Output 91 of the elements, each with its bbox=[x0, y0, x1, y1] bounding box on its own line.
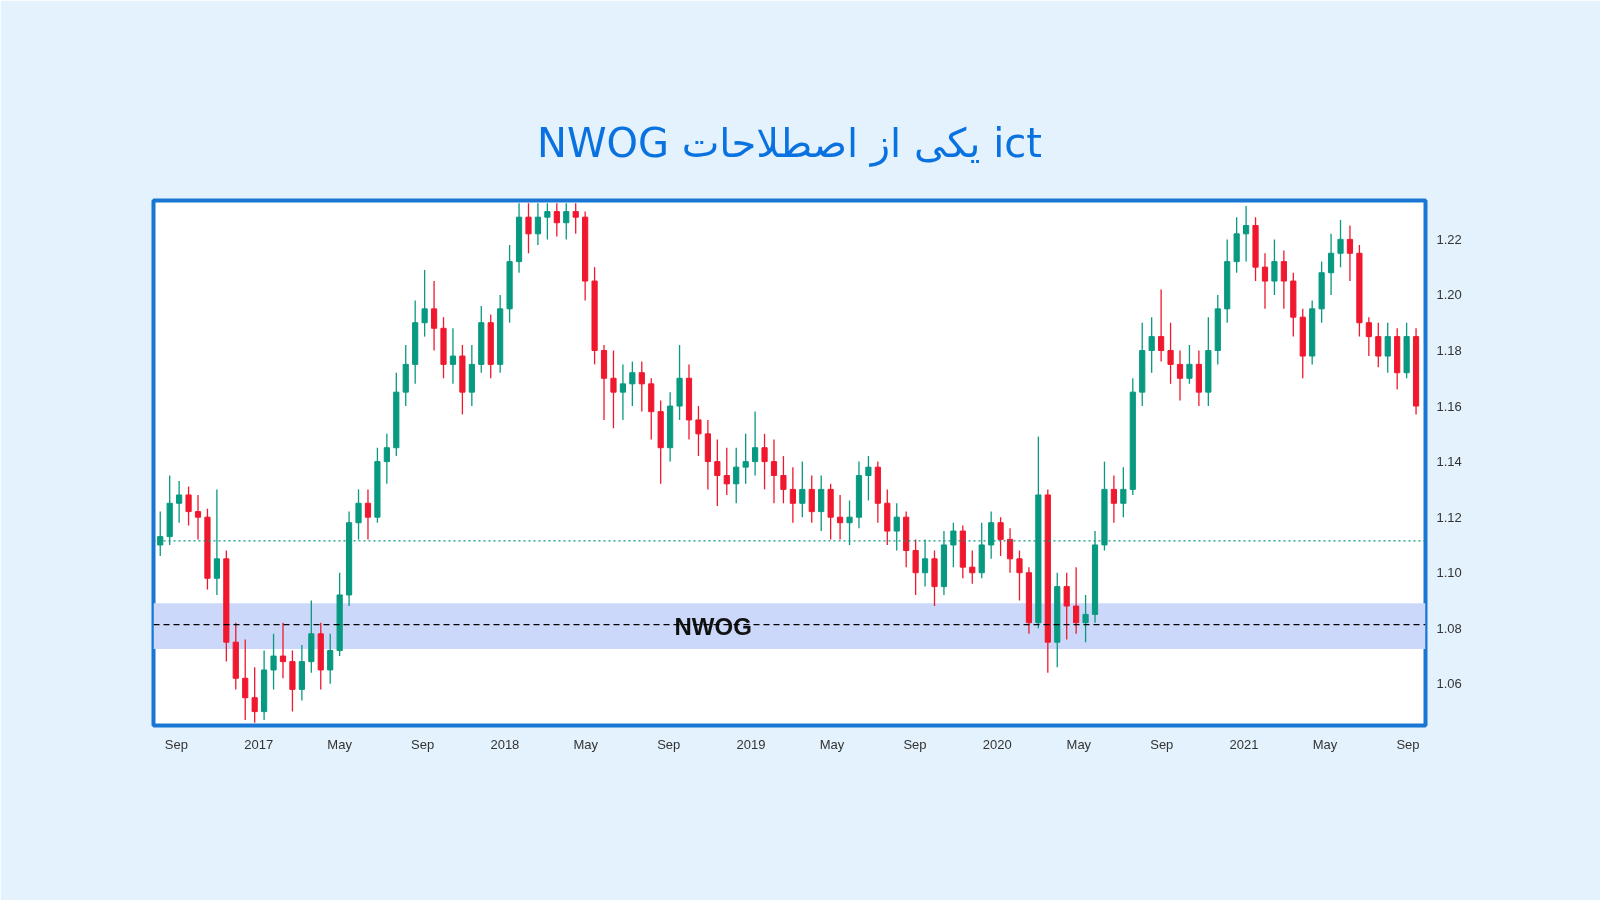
candlestick bbox=[1243, 205, 1250, 263]
candlestick bbox=[1365, 316, 1372, 357]
candlestick bbox=[534, 202, 542, 246]
x-tick-label: May bbox=[573, 736, 599, 752]
candlestick bbox=[912, 538, 919, 596]
candlestick bbox=[770, 438, 778, 504]
y-tick-label: 1.18 bbox=[1436, 343, 1462, 358]
y-tick-label: 1.14 bbox=[1436, 454, 1462, 470]
y-tick-label: 1.10 bbox=[1436, 565, 1462, 581]
candlestick bbox=[1280, 249, 1287, 310]
candlestick bbox=[563, 202, 570, 241]
candlestick bbox=[780, 455, 787, 504]
x-tick-label: Sep bbox=[1150, 736, 1174, 752]
candlestick bbox=[1271, 238, 1278, 296]
x-tick-label: 2019 bbox=[736, 736, 766, 752]
candlestick bbox=[714, 438, 721, 507]
x-tick-label: Sep bbox=[903, 736, 927, 752]
candlestick bbox=[1167, 322, 1174, 385]
x-tick-label: May bbox=[327, 736, 353, 752]
candlestick bbox=[836, 494, 844, 541]
candlestick bbox=[1016, 549, 1023, 602]
candlestick bbox=[430, 280, 438, 352]
y-tick-label: 1.08 bbox=[1436, 620, 1462, 636]
band-label: NWOG bbox=[674, 612, 752, 640]
candlestick bbox=[270, 633, 277, 691]
candlestick bbox=[1073, 566, 1080, 635]
candlestick bbox=[176, 480, 183, 524]
candlestick bbox=[799, 460, 806, 518]
candlestick bbox=[1063, 572, 1070, 641]
candlestick bbox=[1120, 466, 1127, 518]
candlestick bbox=[742, 433, 749, 485]
candlestick bbox=[865, 455, 872, 502]
candlestick bbox=[1176, 349, 1184, 402]
candlestick bbox=[383, 433, 390, 485]
candlestick bbox=[761, 433, 768, 491]
candlestick bbox=[638, 360, 645, 413]
candlestick bbox=[572, 202, 579, 235]
candlestick bbox=[1346, 224, 1354, 282]
candlestick bbox=[610, 349, 617, 429]
x-tick-label: Sep bbox=[164, 736, 189, 752]
candlestick bbox=[1082, 594, 1089, 643]
candlestick bbox=[525, 202, 532, 254]
candlestick bbox=[619, 363, 627, 421]
candlestick bbox=[1148, 316, 1155, 374]
candlestick bbox=[553, 202, 560, 238]
x-tick-label: May bbox=[819, 736, 845, 752]
candlestick bbox=[818, 474, 825, 532]
candlestick bbox=[242, 638, 249, 721]
candlestick bbox=[733, 447, 740, 504]
candlestick bbox=[695, 405, 702, 457]
candlestick bbox=[544, 202, 551, 241]
candlestick bbox=[629, 360, 636, 407]
candlestick bbox=[1006, 527, 1014, 574]
y-tick-label: 1.22 bbox=[1436, 231, 1462, 247]
candlestick bbox=[1158, 288, 1165, 363]
candlestick bbox=[1186, 344, 1193, 385]
y-tick-label: 1.12 bbox=[1436, 509, 1462, 525]
candlestick bbox=[1110, 474, 1117, 524]
y-tick-label: 1.06 bbox=[1436, 676, 1462, 692]
candlestick bbox=[969, 549, 976, 585]
candlestick bbox=[327, 633, 334, 685]
candlestick bbox=[723, 447, 730, 496]
x-tick-label: Sep bbox=[411, 736, 435, 752]
candlestick bbox=[251, 666, 258, 724]
chart-title: NWOG یکی از اصطلاحات ict bbox=[537, 119, 1042, 167]
candlestick bbox=[449, 327, 457, 385]
candlestick bbox=[194, 494, 202, 541]
x-tick-label: Sep bbox=[1396, 736, 1420, 752]
x-tick-label: May bbox=[1312, 736, 1338, 752]
candlestick bbox=[355, 488, 362, 541]
x-tick-label: 2020 bbox=[982, 736, 1012, 752]
candlestick bbox=[421, 269, 428, 338]
candlestick bbox=[997, 516, 1004, 557]
candlestick bbox=[1337, 219, 1344, 268]
candlestick bbox=[185, 485, 192, 527]
x-tick-label: May bbox=[1066, 736, 1092, 752]
candlestick bbox=[1375, 322, 1382, 368]
candlestick bbox=[808, 474, 815, 524]
candlestick bbox=[752, 410, 759, 477]
y-tick-label: 1.16 bbox=[1436, 398, 1462, 414]
candlestick bbox=[1384, 322, 1391, 374]
candlestick bbox=[364, 488, 372, 541]
candlestick bbox=[279, 622, 287, 679]
x-tick-label: Sep bbox=[657, 736, 681, 752]
candlestick bbox=[1327, 233, 1335, 296]
x-tick-label: 2021 bbox=[1229, 736, 1259, 752]
y-tick-label: 1.20 bbox=[1436, 287, 1462, 303]
candlestick bbox=[1261, 252, 1269, 310]
candlestick bbox=[789, 466, 796, 524]
x-tick-label: 2018 bbox=[490, 736, 520, 752]
x-tick-label: 2017 bbox=[244, 736, 274, 752]
